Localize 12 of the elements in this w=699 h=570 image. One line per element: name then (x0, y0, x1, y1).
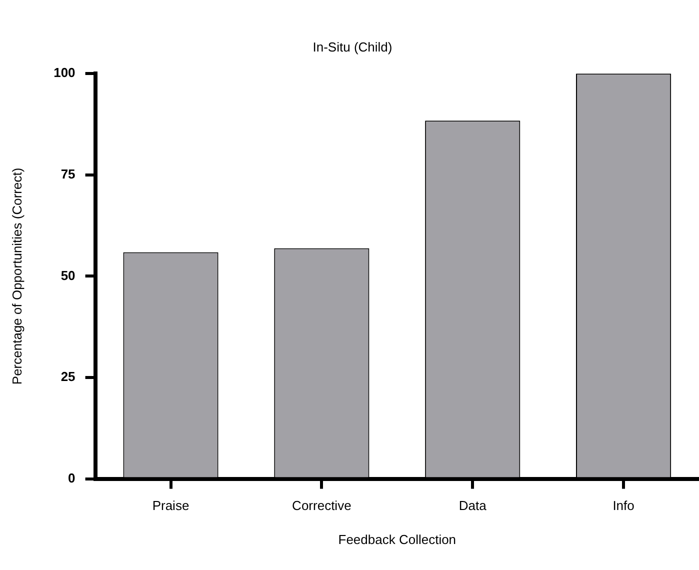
y-tick-label: 50 (60, 268, 76, 283)
y-tick-label: 0 (68, 470, 76, 486)
y-tick-label: 100 (54, 65, 76, 80)
y-tick-label: 25 (60, 369, 76, 384)
x-tick-label: Data (458, 498, 488, 514)
y-tick-label: 75 (60, 166, 76, 182)
x-axis-title: Feedback Collection (338, 532, 456, 547)
y-axis-title: Percentage of Opportunities (Correct) (9, 168, 24, 385)
x-tick-label: Praise (152, 498, 190, 514)
x-tick-label: Corrective (292, 498, 352, 514)
x-tick-label: Info (612, 498, 634, 514)
chart-title: In-Situ (Child) (312, 39, 392, 54)
